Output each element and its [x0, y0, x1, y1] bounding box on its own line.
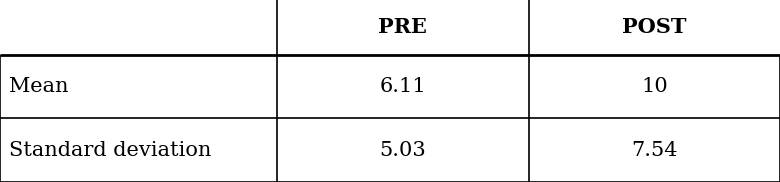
Text: 5.03: 5.03 [380, 141, 426, 160]
Text: 6.11: 6.11 [380, 77, 426, 96]
Text: PRE: PRE [378, 17, 427, 37]
Text: POST: POST [622, 17, 686, 37]
Text: Standard deviation: Standard deviation [9, 141, 211, 160]
Text: 10: 10 [641, 77, 668, 96]
Text: 7.54: 7.54 [631, 141, 678, 160]
Text: Mean: Mean [9, 77, 69, 96]
